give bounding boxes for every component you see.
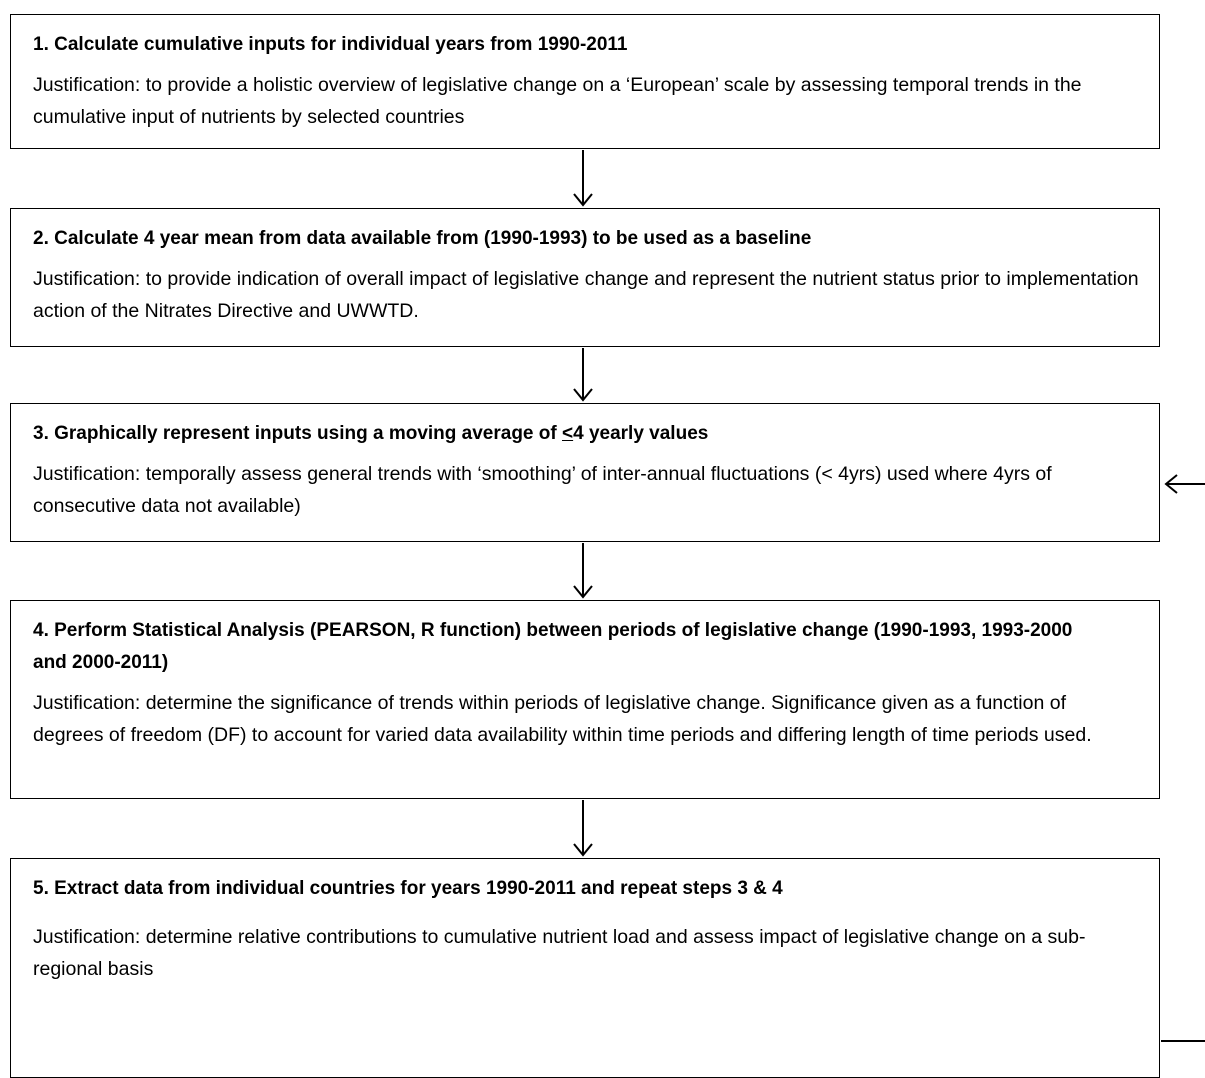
step-title: 3. Graphically represent inputs using a … [33, 418, 1139, 450]
down-arrow [573, 543, 593, 599]
title-part: 4 yearly values [573, 423, 709, 444]
step-justification: Justification: to provide indication of … [33, 268, 1139, 322]
step-title: 5. Extract data from individual countrie… [33, 878, 783, 899]
step-title: 4. Perform Statistical Analysis (PEARSON… [33, 620, 1073, 673]
step-title: 2. Calculate 4 year mean from data avail… [33, 228, 812, 249]
step-box: 3. Graphically represent inputs using a … [10, 403, 1160, 542]
feedback-arrow [1164, 474, 1205, 494]
down-arrow [573, 348, 593, 402]
step-justification: Justification: temporally assess general… [33, 463, 1052, 517]
down-arrow [573, 800, 593, 857]
step-box: 1. Calculate cumulative inputs for indiv… [10, 14, 1160, 149]
step-box: 2. Calculate 4 year mean from data avail… [10, 208, 1160, 347]
step-title: 1. Calculate cumulative inputs for indiv… [33, 34, 628, 55]
title-part: < [562, 423, 574, 444]
step-box: 4. Perform Statistical Analysis (PEARSON… [10, 600, 1160, 799]
step-justification: Justification: determine the significanc… [33, 692, 1092, 746]
step-justification: Justification: determine relative contri… [33, 926, 1086, 980]
step-justification: Justification: to provide a holistic ove… [33, 74, 1082, 128]
title-part: 3. Graphically represent inputs using a … [33, 423, 562, 444]
down-arrow [573, 150, 593, 207]
step-box: 5. Extract data from individual countrie… [10, 858, 1160, 1078]
